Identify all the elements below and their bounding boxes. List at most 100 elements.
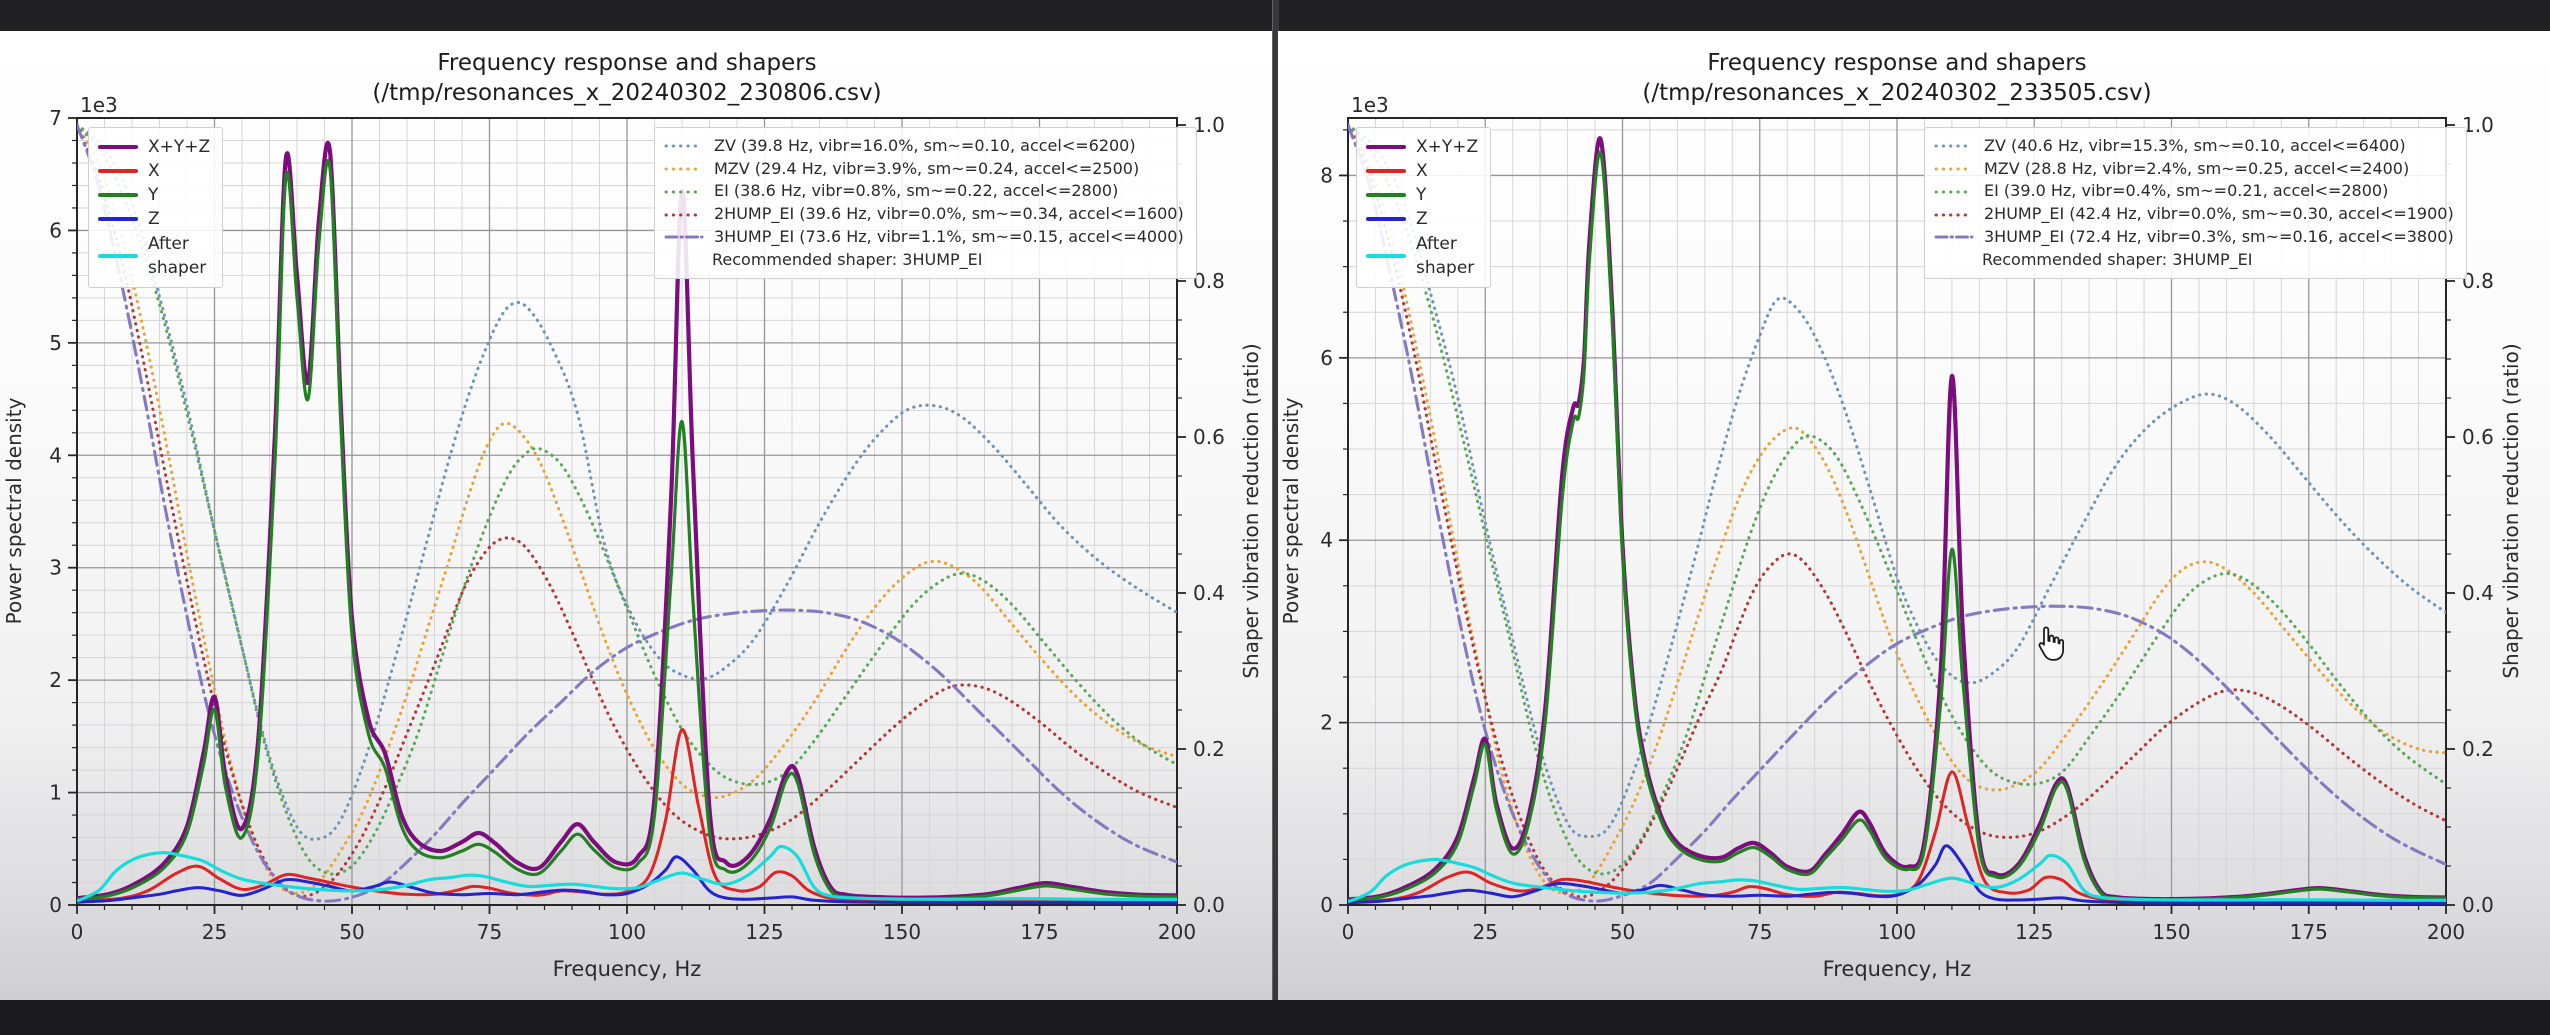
legend-item-X+Y+Z: X+Y+Z: [98, 135, 210, 159]
x-tick-label: 150: [2152, 920, 2190, 944]
shaper-curve-ZV: [1348, 123, 2446, 838]
x-tick-label: 50: [1610, 920, 1635, 944]
plot-title-line2: (/tmp/resonances_x_20240302_233505.csv): [1642, 79, 2152, 106]
x-tick-label: 0: [1342, 920, 1355, 944]
shaper-legend: ZV (39.8 Hz, vibr=16.0%, sm~=0.10, accel…: [654, 127, 1197, 280]
legend-label: Z: [148, 209, 160, 230]
legend-line-swatch: [98, 253, 138, 258]
y-tick-label-ratio: 1.0: [2462, 113, 2494, 137]
shaper-legend-label: 3HUMP_EI (73.6 Hz, vibr=1.1%, sm~=0.15, …: [714, 226, 1184, 246]
y-tick-label-ratio: 1.0: [1193, 113, 1225, 137]
x-tick-label: 125: [745, 920, 783, 944]
shaper-legend-item: EI (39.0 Hz, vibr=0.4%, sm~=0.21, accel<…: [1934, 180, 2454, 203]
y-tick-label-psd: 2: [49, 668, 62, 692]
psd-curve-Y: [77, 159, 1177, 901]
x-tick-label: 100: [1878, 920, 1916, 944]
legend-dotted-swatch: [664, 167, 704, 171]
legend-line-swatch: [1366, 253, 1406, 258]
y-tick-label-psd: 5: [49, 331, 62, 355]
y-tick-label-psd: 6: [1320, 346, 1333, 370]
legend-item-Y: Y: [1366, 183, 1478, 207]
shaper-legend-item: 2HUMP_EI (39.6 Hz, vibr=0.0%, sm~=0.34, …: [664, 203, 1184, 226]
y-tick-label-psd: 0: [49, 893, 62, 917]
y-tick-label-psd: 2: [1320, 711, 1333, 735]
left-plot-panel: Frequency response and shapers (/tmp/res…: [0, 31, 1272, 1000]
legend-line-swatch: [98, 217, 138, 222]
legend-item-After-shaper: After shaper: [1366, 232, 1478, 280]
legend-line-swatch: [1366, 217, 1406, 222]
y-tick-label-ratio: 0.4: [2462, 581, 2494, 605]
letterbox-bottom: [0, 1000, 2550, 1035]
shaper-legend-item: 3HUMP_EI (72.4 Hz, vibr=0.3%, sm~=0.16, …: [1934, 226, 2454, 249]
x-tick-label: 200: [1158, 920, 1196, 944]
legend-item-Z: Z: [1366, 207, 1478, 231]
y-axis-offset-label: 1e3: [80, 93, 118, 117]
legend-dotted-swatch: [1934, 167, 1974, 171]
legend-item-X: X: [98, 159, 210, 183]
shaper-legend-label: MZV (28.8 Hz, vibr=2.4%, sm~=0.25, accel…: [1984, 158, 2410, 178]
shaper-curve-MZV: [1348, 123, 2446, 895]
psd-curve-Z: [77, 855, 1177, 905]
shaper-curve-2HUMP_EI: [1348, 123, 2446, 899]
x-tick-label: 175: [2290, 920, 2328, 944]
y-tick-label-psd: 0: [1320, 893, 1333, 917]
legend-dotted-swatch: [664, 144, 704, 148]
y-tick-label-psd: 1: [49, 781, 62, 805]
legend-dotted-swatch: [1934, 213, 1974, 217]
legend-label: X+Y+Z: [1416, 137, 1479, 157]
y-tick-label-psd: 4: [1320, 528, 1333, 552]
legend-label: X: [148, 161, 160, 182]
shaper-legend-item: EI (38.6 Hz, vibr=0.8%, sm~=0.22, accel<…: [664, 180, 1184, 203]
legend-label: Y: [148, 185, 159, 206]
y-tick-label-ratio: 0.2: [1193, 737, 1225, 761]
y-axis-offset-label: 1e3: [1351, 93, 1389, 117]
x-tick-label: 75: [477, 920, 502, 944]
legend-label: X: [1416, 161, 1428, 182]
y-tick-label-ratio: 0.2: [2462, 737, 2494, 761]
y-tick-label-psd: 8: [1320, 163, 1333, 187]
legend-dashdot-swatch: [1934, 235, 1974, 239]
shaper-legend-item: MZV (29.4 Hz, vibr=3.9%, sm~=0.24, accel…: [664, 158, 1184, 181]
shaper-legend-label: EI (39.0 Hz, vibr=0.4%, sm~=0.21, accel<…: [1984, 181, 2389, 201]
x-tick-label: 125: [2015, 920, 2053, 944]
legend-line-swatch: [98, 145, 138, 150]
shaper-legend-label: ZV (40.6 Hz, vibr=15.3%, sm~=0.10, accel…: [1984, 136, 2406, 155]
legend-label: After shaper: [1416, 233, 1475, 278]
plot-title-line2: (/tmp/resonances_x_20240302_230806.csv): [372, 79, 882, 106]
psd-curve-After-shaper: [77, 844, 1177, 903]
recommended-shaper-text: Recommended shaper: 3HUMP_EI: [712, 249, 983, 269]
y-tick-label-psd: 6: [49, 218, 62, 242]
series-legend: X+Y+Z X Y Z After shaper: [88, 127, 224, 288]
psd-curve-Z: [1348, 844, 2446, 905]
x-axis-label: Frequency, Hz: [552, 957, 702, 981]
plot-title: Frequency response and shapers (/tmp/res…: [1642, 49, 2151, 109]
shaper-curve-3HUMP_EI: [1348, 123, 2446, 903]
x-axis-label: Frequency, Hz: [1822, 957, 1972, 981]
shaper-legend-label: MZV (29.4 Hz, vibr=3.9%, sm~=0.24, accel…: [714, 158, 1140, 178]
legend-line-swatch: [1366, 169, 1406, 174]
y-tick-label-psd: 7: [49, 106, 62, 130]
x-tick-label: 25: [1473, 920, 1498, 944]
shaper-curve-3HUMP_EI: [77, 123, 1177, 903]
legend-dotted-swatch: [1934, 144, 1974, 148]
legend-label: Z: [1416, 209, 1428, 230]
legend-line-swatch: [98, 193, 138, 198]
x-tick-label: 50: [339, 920, 364, 944]
x-tick-label: 0: [71, 920, 84, 944]
y-tick-label-psd: 4: [49, 443, 62, 467]
shaper-legend-item: 3HUMP_EI (73.6 Hz, vibr=1.1%, sm~=0.15, …: [664, 226, 1184, 249]
legend-dotted-swatch: [664, 213, 704, 217]
x-tick-label: 150: [883, 920, 921, 944]
psd-curve-After-shaper: [1348, 853, 2446, 904]
right-plot-panel: Frequency response and shapers (/tmp/res…: [1278, 31, 2550, 1000]
legend-label: After shaper: [148, 233, 207, 278]
shaper-legend-label: 2HUMP_EI (42.4 Hz, vibr=0.0%, sm~=0.30, …: [1984, 204, 2454, 224]
legend-item-X: X: [1366, 159, 1478, 183]
legend-item-Y: Y: [98, 183, 210, 207]
y-tick-label-ratio: 0.6: [2462, 425, 2494, 449]
legend-line-swatch: [98, 169, 138, 174]
shaper-legend-item: ZV (39.8 Hz, vibr=16.0%, sm~=0.10, accel…: [664, 135, 1184, 158]
legend-dashdot-swatch: [664, 235, 704, 239]
series-legend: X+Y+Z X Y Z After shaper: [1356, 127, 1492, 288]
